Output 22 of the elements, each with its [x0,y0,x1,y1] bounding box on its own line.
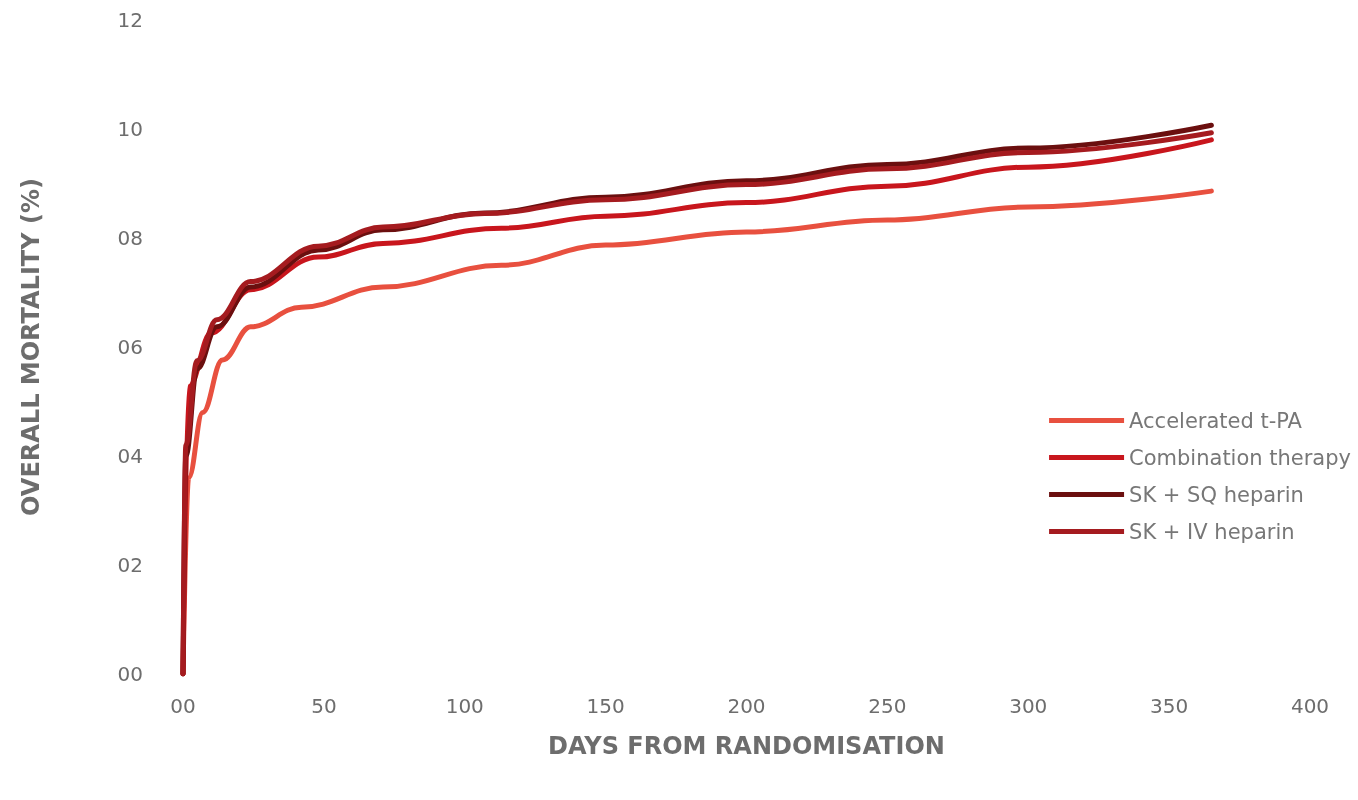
x-tick-label: 300 [1009,694,1048,718]
y-tick-label: 06 [117,335,143,359]
legend-label: Combination therapy [1129,445,1351,470]
y-tick-label: 12 [117,8,143,32]
legend-label: Accelerated t-PA [1129,408,1303,433]
x-tick-label: 100 [445,694,484,718]
y-tick-label: 04 [117,444,143,468]
x-tick-label: 250 [868,694,907,718]
x-axis-title: DAYS FROM RANDOMISATION [548,732,945,760]
x-tick-label: 50 [311,694,337,718]
y-axis-title: OVERALL MORTALITY (%) [17,178,45,516]
y-tick-label: 00 [117,662,143,686]
x-tick-label: 200 [727,694,766,718]
y-tick-label: 02 [117,553,143,577]
y-tick-label: 08 [117,226,143,250]
legend-label: SK + SQ heparin [1129,482,1304,507]
x-tick-label: 00 [170,694,196,718]
x-tick-label: 350 [1150,694,1189,718]
y-tick-label: 10 [117,117,143,141]
legend-label: SK + IV heparin [1129,519,1295,544]
x-tick-label: 150 [586,694,625,718]
x-tick-label: 400 [1290,694,1330,718]
